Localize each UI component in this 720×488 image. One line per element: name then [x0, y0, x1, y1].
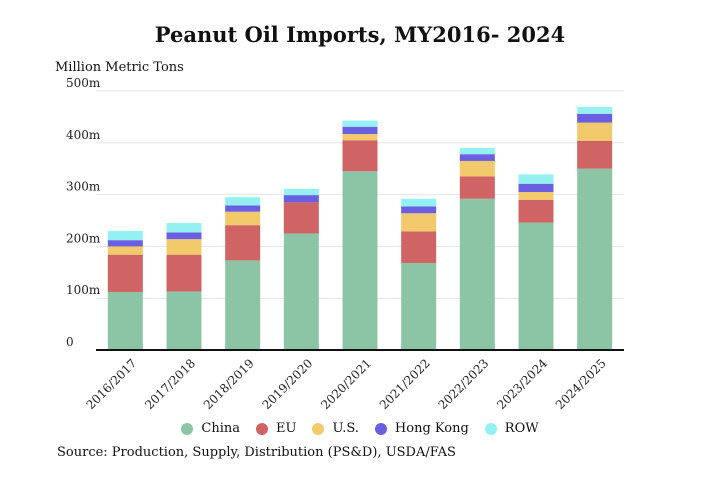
- x-tick-label: 2018/2019: [201, 356, 257, 412]
- x-tick-label: 2017/2018: [142, 356, 198, 412]
- bar-segment: [107, 246, 143, 255]
- bar-segment: [107, 291, 143, 350]
- bar-segment: [107, 240, 143, 247]
- legend-swatch: [255, 422, 268, 435]
- bar-segment: [577, 113, 613, 123]
- bar-segment: [459, 198, 495, 350]
- bar-segment: [518, 199, 554, 223]
- bar-segment: [518, 183, 554, 193]
- x-tick-label: 2019/2020: [260, 356, 316, 412]
- legend-swatch: [484, 422, 497, 435]
- bar-segment: [459, 147, 495, 155]
- legend-swatch: [312, 422, 325, 435]
- source-note: Source: Production, Supply, Distribution…: [57, 445, 456, 460]
- y-tick-label: 200m: [66, 231, 101, 245]
- y-tick-label: 500m: [66, 76, 101, 90]
- y-tick-label: 0: [66, 335, 74, 349]
- bar-segment: [166, 232, 202, 240]
- x-tick-label: 2021/2022: [377, 356, 433, 412]
- y-axis-label: Million Metric Tons: [55, 60, 184, 75]
- legend: China EU U.S. Hong Kong ROW: [0, 421, 720, 439]
- bar-segment: [342, 120, 378, 127]
- bar-segment: [401, 213, 437, 232]
- bar-segment: [166, 239, 202, 255]
- bar-segment: [577, 168, 613, 350]
- x-tick-label: 2023/2024: [494, 356, 550, 412]
- bar-segment: [577, 140, 613, 169]
- bar-segment: [283, 233, 319, 350]
- bar-segment: [225, 225, 261, 261]
- bar-segment: [518, 174, 554, 184]
- bar-segment: [166, 254, 202, 292]
- bar-segment: [283, 188, 319, 196]
- bar-segment: [342, 140, 378, 172]
- legend-label: China: [201, 421, 240, 436]
- legend-label: EU: [275, 421, 297, 436]
- bar-segment: [342, 133, 378, 141]
- bar-segment: [459, 160, 495, 177]
- bar-segment: [518, 222, 554, 350]
- bar-segment: [401, 206, 437, 214]
- bar-segment: [577, 107, 613, 114]
- bar-segment: [459, 176, 495, 199]
- legend-label: Hong Kong: [394, 421, 469, 436]
- bar-segment: [225, 197, 261, 206]
- legend-swatch: [374, 422, 387, 435]
- legend-label: ROW: [504, 421, 539, 436]
- legend-item: U.S.: [312, 421, 359, 436]
- legend-item: ROW: [484, 421, 539, 436]
- x-tick-label: 2016/2017: [84, 356, 140, 412]
- bar-segment: [225, 260, 261, 350]
- legend-swatch: [181, 422, 194, 435]
- y-tick-label: 400m: [66, 128, 101, 142]
- y-tick-label: 100m: [66, 283, 101, 297]
- bar-segment: [283, 195, 319, 203]
- chart-title: Peanut Oil Imports, MY2016- 2024: [154, 22, 566, 47]
- bar-segment: [225, 211, 261, 226]
- legend-item: Hong Kong: [374, 421, 469, 436]
- bar-segment: [283, 202, 319, 234]
- x-tick-label: 2024/2025: [553, 356, 609, 412]
- x-tick-label: 2020/2021: [318, 356, 374, 412]
- bar-segment: [166, 223, 202, 233]
- bar-segment: [401, 231, 437, 263]
- bar-segment: [107, 254, 143, 292]
- x-tick-label: 2022/2023: [436, 356, 492, 412]
- legend-item: China: [181, 421, 240, 436]
- bar-segment: [518, 192, 554, 200]
- legend-item: EU: [255, 421, 297, 436]
- bar-segment: [225, 205, 261, 212]
- bar-segment: [401, 198, 437, 207]
- bar-segment: [577, 122, 613, 141]
- legend-label: U.S.: [332, 421, 359, 436]
- bar-segment: [459, 154, 495, 161]
- bar-segment: [342, 171, 378, 350]
- bar-segment: [107, 230, 143, 241]
- bar-segment: [166, 291, 202, 350]
- y-tick-label: 300m: [66, 180, 101, 194]
- bar-segment: [401, 262, 437, 350]
- bar-segment: [342, 126, 378, 134]
